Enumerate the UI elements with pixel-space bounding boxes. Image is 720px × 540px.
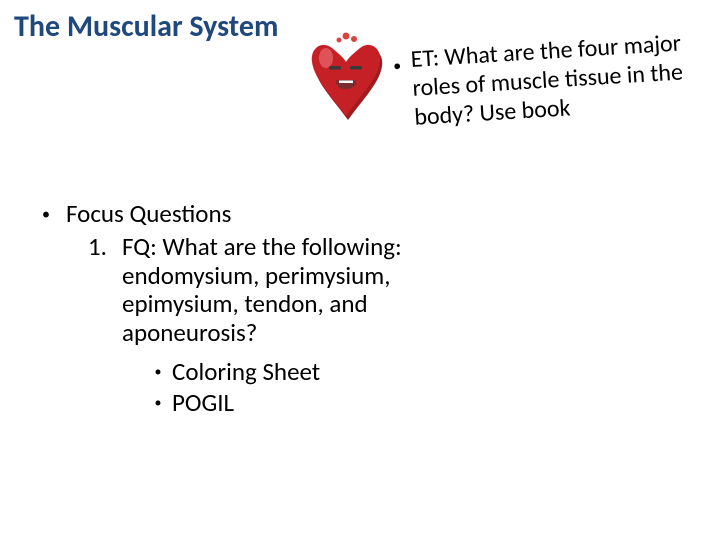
et-text: ET: What are the four major roles of mus… <box>410 28 684 131</box>
focus-heading-row: • Focus Questions <box>36 200 466 229</box>
focus-sublist: • Coloring Sheet • POGIL <box>36 356 466 419</box>
bullet-icon: • <box>144 387 172 412</box>
list-item: • POGIL <box>144 387 466 418</box>
focus-item-number: 1. <box>88 233 122 262</box>
focus-questions-section: • Focus Questions 1. FQ: What are the fo… <box>36 200 466 418</box>
sub-item-text: Coloring Sheet <box>172 356 320 387</box>
list-item: • Coloring Sheet <box>144 356 466 387</box>
heart-icon <box>310 32 388 133</box>
bullet-icon: • <box>393 57 402 77</box>
focus-heading: Focus Questions <box>66 200 231 229</box>
focus-item: 1. FQ: What are the following: endomysiu… <box>88 233 466 348</box>
focus-item-text: FQ: What are the following: endomysium, … <box>122 233 466 348</box>
sub-item-text: POGIL <box>172 387 234 418</box>
et-question: • ET: What are the four major roles of m… <box>410 28 715 133</box>
focus-list: 1. FQ: What are the following: endomysiu… <box>36 233 466 348</box>
bullet-icon: • <box>144 356 172 381</box>
bullet-icon: • <box>36 200 66 224</box>
page-title: The Muscular System <box>14 8 278 45</box>
